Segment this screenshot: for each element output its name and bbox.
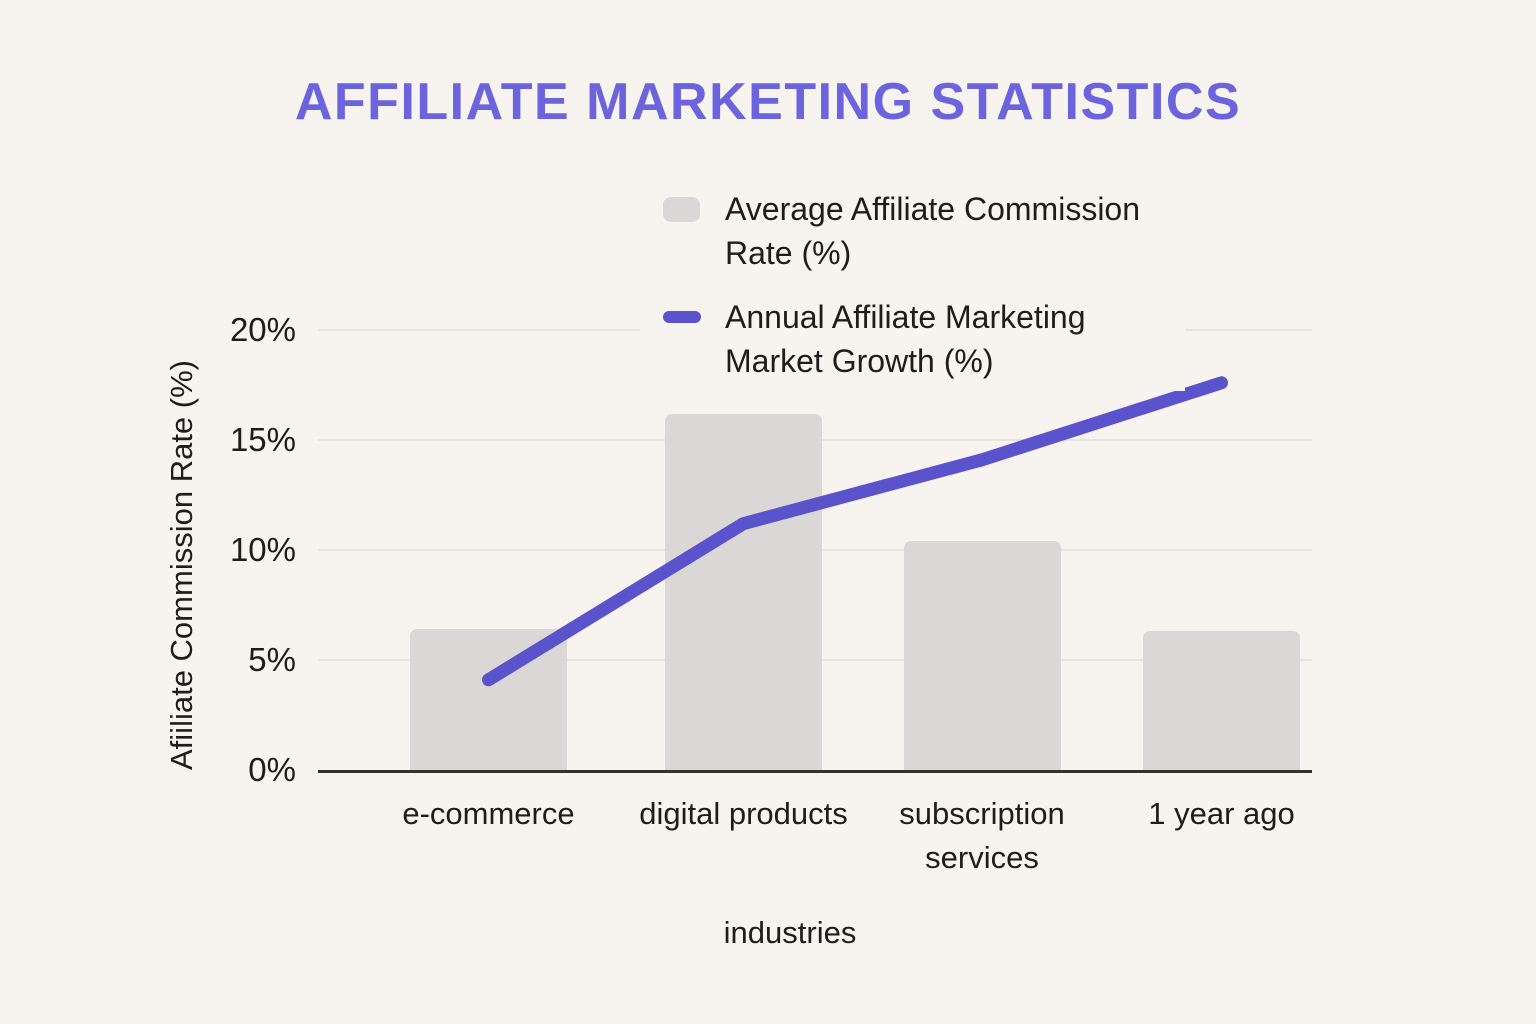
- legend-label: Average Affiliate Commission Rate (%): [725, 191, 1141, 271]
- x-axis-line: [318, 770, 1312, 773]
- bar-1-year-ago: [1143, 631, 1300, 770]
- bar-subscription-services: [903, 541, 1061, 770]
- bar-swatch-icon: [663, 197, 700, 222]
- y-tick-20%: 20%: [229, 311, 296, 348]
- y-tick-15%: 15%: [229, 421, 296, 458]
- x-label-e-commerce: e-commerce: [402, 796, 575, 831]
- line-swatch-icon: [663, 311, 701, 323]
- x-label-1-year-ago: 1 year ago: [1148, 796, 1295, 831]
- x-label-digital-products: digital products: [639, 796, 848, 831]
- legend-swatch-holder: [663, 187, 725, 222]
- x-label-subscription-services: subscription services: [899, 796, 1065, 875]
- y-tick-10%: 10%: [229, 531, 296, 568]
- legend-label: Annual Affiliate Marketing Market Growth…: [725, 299, 1086, 379]
- legend-item-1: Average Affiliate Commission Rate (%): [663, 187, 1185, 275]
- legend: Average Affiliate Commission Rate (%) Ann…: [640, 183, 1185, 391]
- chart-title: AFFILIATE MARKETING STATISTICS: [294, 73, 1242, 131]
- y-tick-5%: 5%: [248, 641, 296, 678]
- bar-e-commerce: [410, 629, 567, 770]
- legend-item-2: Annual Affiliate Marketing Market Growth…: [663, 295, 1185, 383]
- growth-line: [482, 376, 1228, 687]
- bar-digital-products: [665, 413, 822, 770]
- x-axis-title: industries: [723, 915, 857, 950]
- legend-swatch-holder: [663, 295, 725, 323]
- y-tick-0%: 0%: [248, 751, 296, 788]
